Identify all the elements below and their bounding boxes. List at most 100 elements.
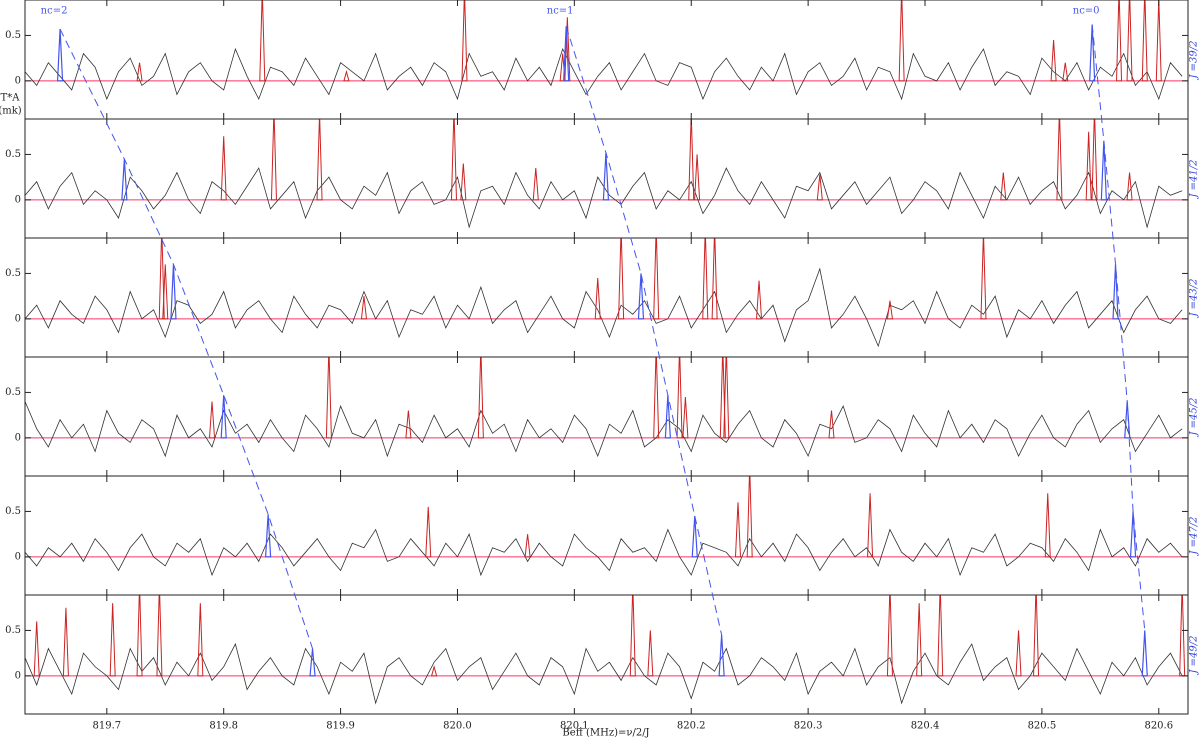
x-tick-label: 819.7 bbox=[92, 721, 121, 732]
panel bbox=[25, 119, 1188, 229]
model-line bbox=[1091, 119, 1098, 201]
model-line bbox=[694, 154, 701, 201]
model-line bbox=[460, 163, 467, 201]
model-line bbox=[886, 595, 893, 677]
spectrum bbox=[25, 47, 1183, 101]
model-line bbox=[653, 238, 660, 320]
track-line bbox=[1112, 264, 1119, 320]
track-line bbox=[121, 158, 128, 201]
y-tick-label: 0 bbox=[15, 432, 21, 443]
track-line bbox=[691, 515, 698, 558]
y-tick-label: 0 bbox=[15, 75, 21, 86]
model-line bbox=[1126, 172, 1133, 201]
model-line bbox=[33, 621, 40, 677]
y-tick-label: 0.5 bbox=[5, 387, 21, 398]
model-line bbox=[756, 280, 763, 320]
model-line bbox=[1000, 172, 1007, 201]
x-tick-label: 819.8 bbox=[209, 721, 238, 732]
x-tick-label: 820.3 bbox=[794, 721, 823, 732]
y-tick-label: 0.5 bbox=[5, 506, 21, 517]
model-line bbox=[688, 119, 695, 201]
model-line bbox=[676, 357, 683, 439]
y-tick-label: 0.5 bbox=[5, 625, 21, 636]
model-line bbox=[1050, 39, 1057, 82]
panel-label: J =47/2 bbox=[1189, 516, 1200, 556]
x-tick-label: 820.6 bbox=[1144, 721, 1173, 732]
model-line bbox=[524, 534, 531, 558]
model-line bbox=[477, 357, 484, 439]
y-tick-label: 0.5 bbox=[5, 30, 21, 41]
track-line bbox=[1089, 24, 1096, 82]
model-line bbox=[425, 506, 432, 558]
panel bbox=[25, 238, 1188, 348]
track bbox=[59, 28, 314, 649]
model-line bbox=[430, 664, 438, 677]
model-line bbox=[162, 264, 169, 320]
model-line bbox=[343, 69, 350, 82]
panel-frame bbox=[24, 475, 1189, 596]
track-label: nc=1 bbox=[547, 6, 574, 17]
model-line bbox=[405, 410, 412, 439]
track-line bbox=[563, 26, 570, 82]
spectrum bbox=[25, 642, 1183, 705]
model-line bbox=[937, 595, 944, 677]
model-line bbox=[723, 357, 730, 439]
x-axis-label: Beff (MHz)=ν/2/J bbox=[562, 728, 649, 739]
panel-frame bbox=[24, 0, 1189, 120]
model-line bbox=[461, 0, 468, 82]
model-line bbox=[682, 396, 689, 439]
model-line bbox=[653, 357, 660, 439]
x-tick-label: 820.2 bbox=[677, 721, 706, 732]
model-line bbox=[647, 630, 654, 677]
track bbox=[1091, 24, 1146, 631]
panel-label: J =39/2 bbox=[1189, 40, 1200, 80]
model-line bbox=[1044, 493, 1051, 558]
model-line bbox=[259, 0, 266, 82]
model-line bbox=[1155, 0, 1162, 82]
panel-frame bbox=[24, 594, 1189, 715]
model-line bbox=[867, 493, 874, 558]
track-line bbox=[309, 648, 316, 677]
model-line bbox=[816, 174, 823, 201]
y-tick-label: 0 bbox=[15, 313, 21, 324]
y-tick-label: 0.5 bbox=[5, 149, 21, 160]
y-axis-unit: (mk) bbox=[0, 106, 22, 117]
model-line bbox=[158, 238, 165, 320]
model-line bbox=[62, 607, 69, 677]
model-line bbox=[220, 136, 227, 201]
model-line bbox=[711, 238, 718, 320]
model-line bbox=[1126, 0, 1133, 82]
model-line bbox=[618, 238, 625, 320]
model-line bbox=[532, 168, 539, 201]
track-line bbox=[1141, 630, 1148, 677]
panel-label: J =49/2 bbox=[1189, 635, 1200, 675]
track-line bbox=[637, 273, 645, 320]
model-line bbox=[136, 62, 143, 82]
spectrum bbox=[25, 528, 1183, 577]
model-line bbox=[156, 595, 163, 677]
model-line bbox=[1116, 0, 1123, 82]
track-label: nc=2 bbox=[41, 6, 68, 17]
panel-frame bbox=[24, 356, 1189, 477]
panel bbox=[25, 0, 1188, 101]
model-line bbox=[325, 357, 332, 439]
panel-frame bbox=[24, 237, 1189, 358]
track-line bbox=[56, 29, 64, 82]
track-line bbox=[264, 514, 272, 558]
track-line bbox=[170, 264, 177, 320]
panel-label: J =45/2 bbox=[1189, 397, 1200, 437]
spectrum bbox=[25, 267, 1183, 348]
model-line bbox=[1062, 62, 1069, 82]
track-line bbox=[664, 395, 672, 439]
model-line bbox=[886, 300, 894, 320]
track-line bbox=[1129, 511, 1137, 558]
model-line bbox=[450, 119, 457, 201]
model-line bbox=[980, 238, 987, 320]
y-tick-label: 0 bbox=[15, 670, 21, 681]
track-line bbox=[1100, 140, 1107, 201]
model-line bbox=[1141, 0, 1148, 82]
panel-label: J =43/2 bbox=[1189, 278, 1200, 318]
x-tick-label: 820.0 bbox=[443, 721, 472, 732]
